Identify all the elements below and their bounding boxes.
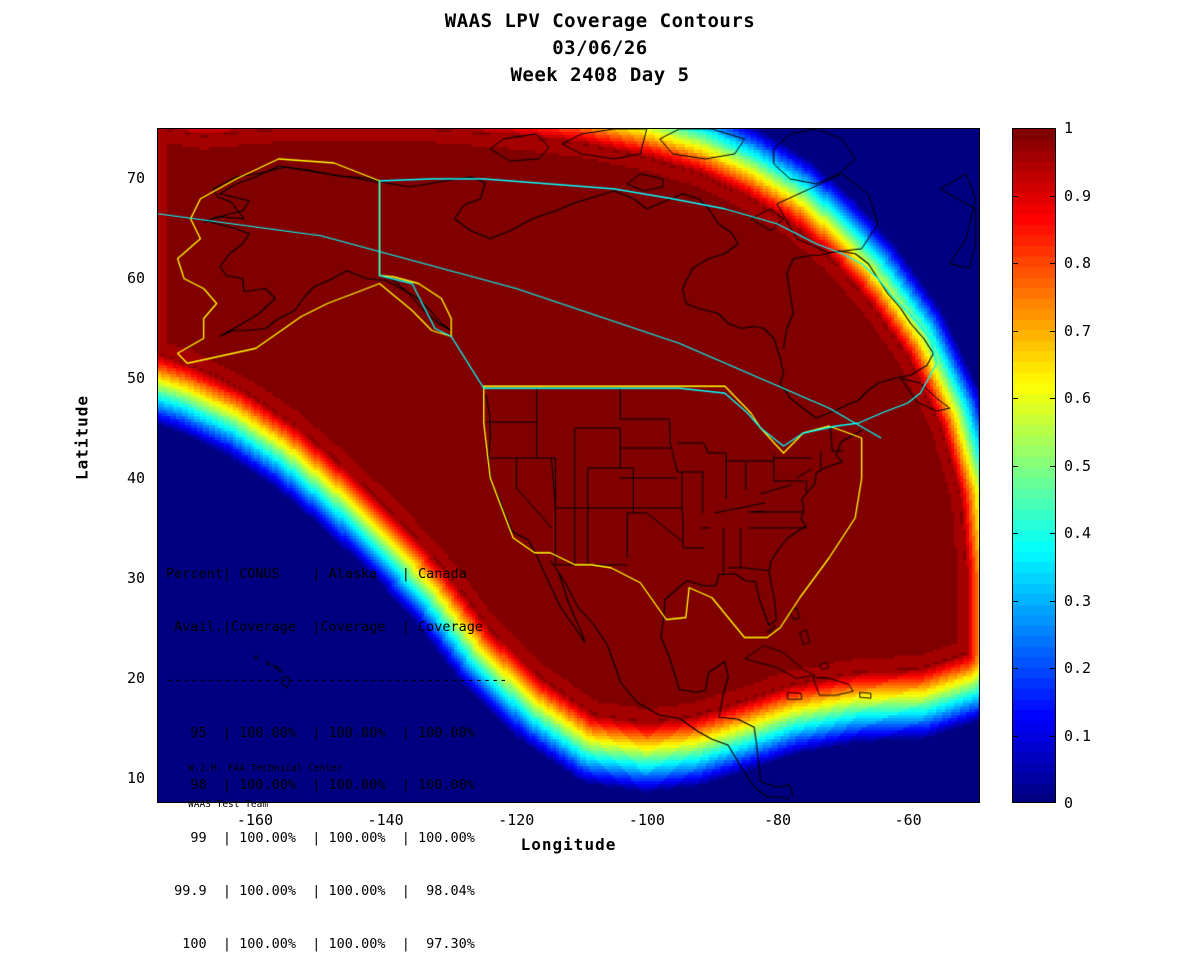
x-tick-label: -100 <box>628 811 665 829</box>
table-row: 100 | 100.00% | 100.00% | 97.30% <box>166 935 475 952</box>
colorbar-tick-mark <box>1050 533 1056 534</box>
colorbar-tick-label: 0.2 <box>1064 659 1092 677</box>
colorbar-tick-label: 0.1 <box>1064 726 1092 745</box>
x-tick-label: -140 <box>367 811 404 829</box>
colorbar-tick-mark <box>1050 195 1056 197</box>
colorbar-tick-label: 0.7 <box>1064 321 1092 340</box>
y-tick-label: 30 <box>126 569 145 587</box>
y-tick-label: 20 <box>126 669 145 687</box>
colorbar-tick-mark <box>1050 668 1056 669</box>
title-line-1: WAAS LPV Coverage Contours <box>444 10 756 32</box>
colorbar-tick-mark <box>1012 668 1018 669</box>
colorbar-tick-mark <box>1012 533 1018 534</box>
colorbar-tick-mark <box>1050 600 1056 602</box>
colorbar-tick-mark <box>1012 330 1018 332</box>
colorbar-tick-label: 0.5 <box>1064 456 1092 475</box>
x-tick-label: -120 <box>498 811 535 829</box>
colorbar-tick-label: 0.3 <box>1064 591 1092 610</box>
coverage-map-plot <box>157 128 980 803</box>
table-row: 99.9 | 100.00% | 100.00% | 98.04% <box>166 882 475 899</box>
colorbar-tick-label: 0.4 <box>1064 524 1092 542</box>
colorbar-tick-mark <box>1012 735 1018 737</box>
colorbar-tick-mark <box>1012 263 1018 264</box>
coverage-heatmap-canvas <box>158 129 979 802</box>
colorbar-tick-mark <box>1050 330 1056 332</box>
colorbar-gradient <box>1013 129 1055 802</box>
credit-line-2: WAAS Test Team <box>188 799 269 810</box>
stats-separator: ----------------------------------------… <box>166 671 508 688</box>
x-tick-label: -60 <box>894 811 922 829</box>
colorbar-tick-label: 0.8 <box>1064 254 1092 272</box>
table-row: 98 | 100.00% | 100.00% | 100.00% <box>166 777 475 794</box>
colorbar-tick-mark <box>1050 263 1056 264</box>
x-tick-label: -80 <box>763 811 792 829</box>
title-line-3: Week 2408 Day 5 <box>510 64 690 86</box>
y-tick-label: 40 <box>126 469 145 487</box>
colorbar-tick-mark <box>1012 195 1018 197</box>
colorbar-tick-label: 0 <box>1064 794 1074 812</box>
page-title: WAAS LPV Coverage Contours 03/06/26 Week… <box>0 8 1200 89</box>
stats-header-row-2: Avail.|Coverage |Coverage | Coverage <box>166 618 483 635</box>
y-tick-label: 70 <box>126 169 145 187</box>
colorbar-tick-mark <box>1012 600 1018 602</box>
x-axis-label: Longitude <box>520 835 617 854</box>
stats-header-row-1: Percent| CONUS | Alaska | Canada <box>166 566 467 583</box>
credit-text: W.J.H. FAA Technical Center WAAS Test Te… <box>188 739 342 823</box>
title-line-2: 03/06/26 <box>552 37 648 59</box>
y-axis-label: Latitude <box>72 394 92 481</box>
y-tick-label: 10 <box>126 769 145 787</box>
y-tick-label: 50 <box>126 369 145 387</box>
table-row: 99 | 100.00% | 100.00% | 100.00% <box>166 830 475 847</box>
coverage-stats-table: Percent| CONUS | Alaska | Canada Avail.|… <box>166 531 507 971</box>
colorbar-tick-label: 1 <box>1064 119 1074 137</box>
colorbar-tick-mark <box>1012 398 1018 399</box>
colorbar-tick-mark <box>1050 735 1056 737</box>
colorbar-tick-mark <box>1050 465 1056 467</box>
y-tick-label: 60 <box>126 269 145 287</box>
colorbar-tick-mark <box>1012 465 1018 467</box>
colorbar-tick-mark <box>1050 398 1056 399</box>
colorbar-tick-label: 0.6 <box>1064 389 1092 407</box>
table-row: 95 | 100.00% | 100.00% | 100.00% <box>166 724 475 741</box>
x-tick-label: -160 <box>236 811 274 829</box>
colorbar-tick-label: 0.9 <box>1064 186 1092 205</box>
credit-line-1: W.J.H. FAA Technical Center <box>188 763 343 774</box>
